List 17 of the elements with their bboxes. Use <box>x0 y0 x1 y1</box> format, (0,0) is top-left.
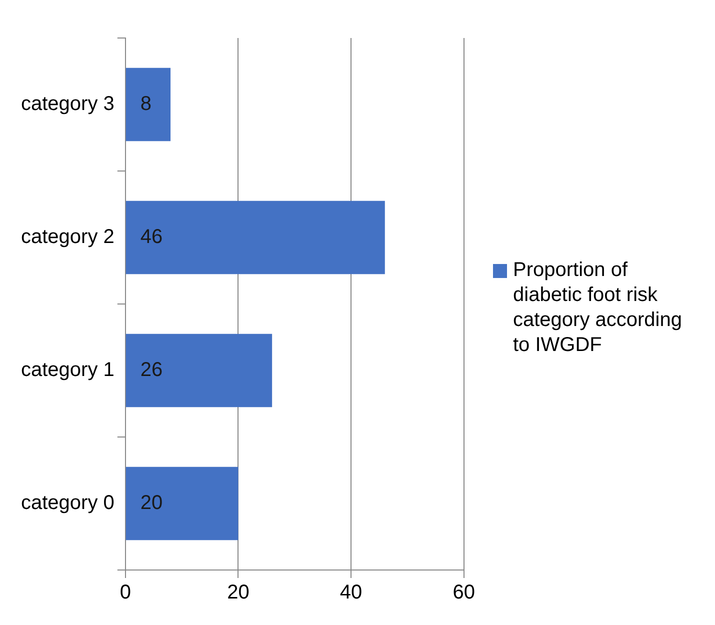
data-label: 8 <box>140 93 152 116</box>
data-label: 20 <box>140 492 163 514</box>
data-label: 46 <box>140 226 163 248</box>
x-tick-label: 40 <box>340 582 362 604</box>
bar <box>126 68 171 142</box>
y-tick-label: category 0 <box>21 492 114 514</box>
y-tick-label: category 1 <box>21 359 114 382</box>
bar <box>126 200 385 274</box>
x-tick-label: 0 <box>120 582 131 604</box>
legend-label: Proportion of diabetic foot risk category according to IWGDF <box>513 258 683 358</box>
x-tick-label: 20 <box>227 582 250 604</box>
x-tick-label: 60 <box>452 582 475 604</box>
y-tick-label: category 3 <box>21 93 114 116</box>
y-tick-label: category 2 <box>21 226 114 248</box>
bar <box>126 334 272 408</box>
bar <box>126 466 238 540</box>
data-label: 26 <box>140 359 163 382</box>
